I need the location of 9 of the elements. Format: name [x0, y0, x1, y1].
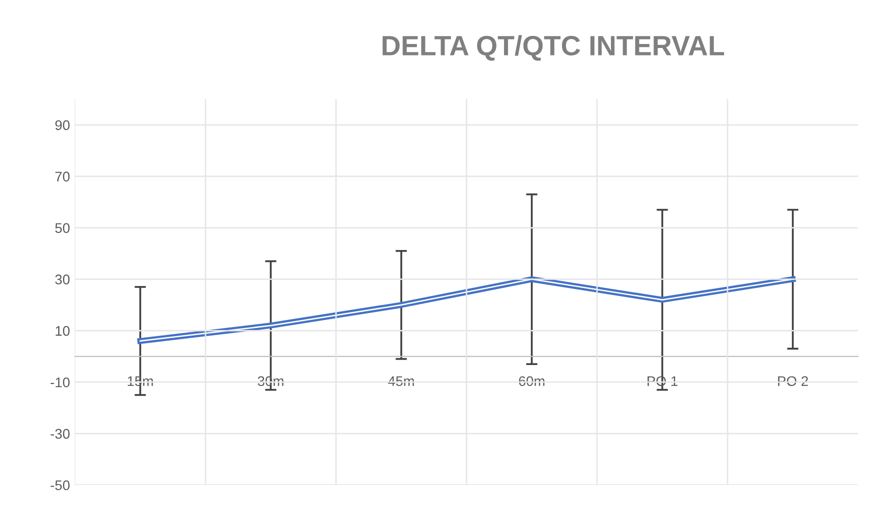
chart-title: DELTA QT/QTC INTERVAL [382, 35, 724, 61]
y-tick-label: 50 [55, 223, 70, 233]
y-tick-label: -50 [50, 480, 70, 490]
y-tick-label: 30 [55, 274, 70, 284]
y-tick-label: 10 [56, 326, 70, 336]
y-tick-label: -10 [50, 377, 70, 388]
y-tick-label: -30 [50, 428, 70, 439]
y-tick-label: 70 [55, 172, 70, 182]
y-tick-label: 90 [55, 120, 70, 130]
